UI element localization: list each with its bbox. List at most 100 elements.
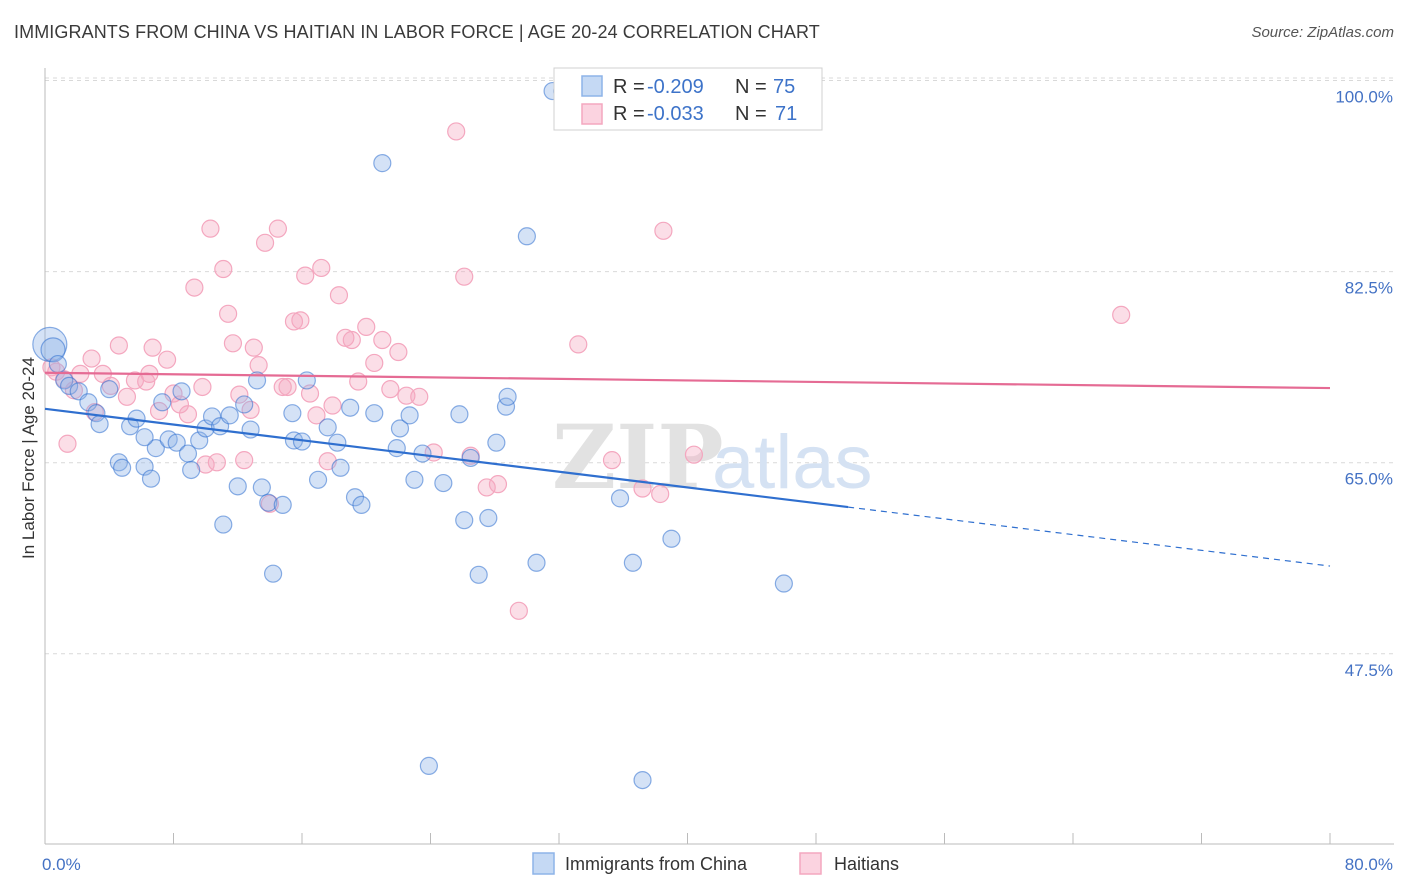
china-point bbox=[434, 473, 453, 493]
y-tick-label: 82.5% bbox=[1345, 279, 1393, 298]
china-point bbox=[167, 433, 186, 452]
chart-title: IMMIGRANTS FROM CHINA VS HAITIAN IN LABO… bbox=[14, 22, 820, 42]
haitian-point bbox=[312, 258, 331, 278]
legend-haitian-n-label: N = bbox=[735, 103, 767, 125]
legend-china-n-value: 75 bbox=[773, 76, 795, 98]
haitian-point bbox=[323, 396, 342, 415]
china-point bbox=[352, 495, 371, 515]
axes bbox=[44, 68, 1394, 845]
china-point bbox=[297, 371, 316, 390]
china-point bbox=[469, 565, 488, 584]
gridlines bbox=[45, 77, 1394, 655]
haitian-point bbox=[284, 312, 304, 331]
china-point bbox=[328, 433, 347, 452]
y-tick-label: 47.5% bbox=[1345, 661, 1393, 680]
china-point bbox=[235, 395, 254, 414]
china-point bbox=[214, 515, 233, 534]
haitian-point bbox=[455, 267, 474, 286]
haitian-point bbox=[633, 479, 652, 498]
x-axis-ticks bbox=[44, 833, 1331, 844]
haitian-point bbox=[219, 304, 238, 323]
haitian-point bbox=[273, 377, 292, 397]
haitian-point bbox=[109, 336, 128, 355]
haitian-point bbox=[477, 478, 496, 497]
haitian-point bbox=[684, 445, 704, 464]
watermark-zip: ZIP bbox=[552, 405, 724, 509]
haitian-point bbox=[214, 259, 233, 279]
stats-legend: R = -0.209 N = 75 R = -0.033 N = 71 bbox=[553, 67, 823, 131]
haitian-point bbox=[185, 278, 204, 297]
haitian-point bbox=[235, 451, 254, 470]
haitian-point bbox=[268, 219, 288, 238]
china-point bbox=[48, 354, 67, 374]
china-point bbox=[623, 553, 642, 572]
china-point bbox=[633, 770, 652, 790]
haitian-point bbox=[373, 330, 392, 350]
china-point bbox=[109, 453, 128, 472]
chart-source: Source: ZipAtlas.com bbox=[1251, 24, 1394, 41]
haitian-point bbox=[410, 387, 429, 406]
china-point bbox=[610, 489, 630, 508]
haitian-point bbox=[143, 338, 162, 357]
haitian-point bbox=[223, 334, 243, 353]
series-legend-haitian-swatch bbox=[799, 852, 822, 875]
series-legend-china-swatch bbox=[532, 852, 555, 875]
legend-china-r-value: -0.209 bbox=[647, 76, 704, 98]
china-point bbox=[387, 439, 406, 458]
china-point bbox=[220, 406, 239, 425]
china-point bbox=[146, 439, 165, 458]
haitian-point bbox=[82, 349, 101, 368]
china-point bbox=[527, 553, 546, 572]
haitian-point bbox=[291, 311, 310, 330]
x-tick-label-max: 80.0% bbox=[1345, 855, 1393, 874]
china-point bbox=[318, 418, 337, 437]
china-point bbox=[283, 404, 302, 423]
haitian-point bbox=[365, 353, 384, 373]
china-point bbox=[341, 398, 360, 417]
china-point bbox=[774, 574, 793, 593]
china-point bbox=[450, 405, 469, 424]
china-point bbox=[373, 154, 392, 173]
china-point bbox=[498, 387, 517, 406]
china-point bbox=[100, 380, 119, 399]
haitian-point bbox=[193, 377, 212, 397]
china-point bbox=[273, 495, 292, 515]
watermark-atlas: atlas bbox=[712, 420, 873, 505]
haitian-point bbox=[201, 219, 220, 238]
china-point bbox=[517, 227, 536, 246]
haitian-point bbox=[389, 342, 408, 362]
haitian-point bbox=[651, 484, 670, 504]
haitian-point bbox=[58, 434, 77, 453]
series-legend-haitian-label: Haitians bbox=[834, 854, 899, 874]
china-point bbox=[228, 477, 247, 496]
haitian-point bbox=[249, 356, 268, 375]
china-trend-extension bbox=[848, 506, 1331, 567]
zipatlas-watermark: ZIP atlas bbox=[552, 405, 873, 509]
china-point bbox=[59, 376, 79, 395]
series-legend: Immigrants from China Haitians bbox=[532, 852, 899, 875]
china-point bbox=[135, 428, 154, 447]
haitian-point bbox=[654, 221, 673, 240]
haitian-point bbox=[230, 385, 249, 404]
y-axis-label: In Labor Force | Age 20-24 bbox=[19, 357, 38, 559]
legend-haitian-r-label: R = bbox=[613, 103, 645, 125]
series-legend-china-label: Immigrants from China bbox=[565, 854, 748, 874]
haitian-point bbox=[509, 601, 528, 620]
y-axis-tick-labels: 100.0% 82.5% 65.0% 47.5% bbox=[1335, 88, 1393, 680]
china-point bbox=[461, 448, 480, 468]
haitian-point bbox=[244, 338, 263, 357]
haitian-point bbox=[602, 451, 622, 470]
haitian-points bbox=[42, 122, 1131, 620]
china-point bbox=[405, 470, 424, 489]
y-tick-label: 100.0% bbox=[1335, 88, 1393, 107]
china-point bbox=[308, 470, 328, 489]
haitian-point bbox=[357, 317, 376, 337]
china-point bbox=[400, 406, 419, 425]
legend-haitian-r-value: -0.033 bbox=[647, 103, 704, 125]
haitian-point bbox=[296, 266, 315, 285]
x-tick-label-min: 0.0% bbox=[42, 855, 81, 874]
trend-lines bbox=[44, 371, 1331, 567]
china-point bbox=[153, 393, 172, 412]
china-trend-line bbox=[44, 407, 849, 509]
